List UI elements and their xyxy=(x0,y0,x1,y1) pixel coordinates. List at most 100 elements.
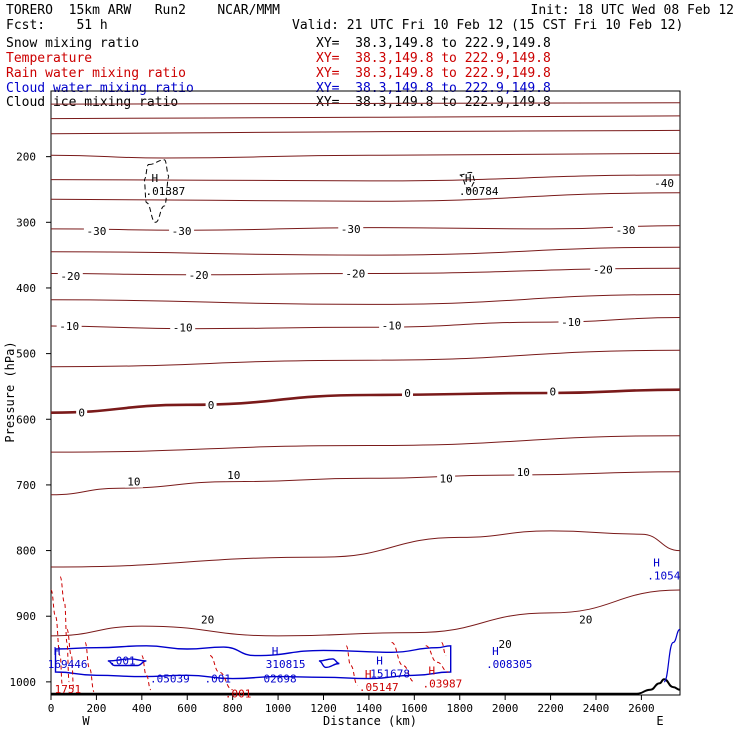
x-tick-label: 600 xyxy=(177,702,197,715)
temperature-label: 20 xyxy=(579,614,592,627)
temperature-label: 10 xyxy=(227,469,240,482)
field-xy-temperature: XY= 38.3,149.8 to 222.9,149.8 xyxy=(316,51,551,66)
field-xy-rain: XY= 38.3,149.8 to 222.9,149.8 xyxy=(316,66,551,81)
rain-water-contour xyxy=(209,655,233,691)
temperature-label-bg xyxy=(170,321,196,334)
rain-water-contour xyxy=(50,589,63,686)
header-forecast-hour: Fcst: 51 h xyxy=(6,18,108,33)
x-tick-label: 200 xyxy=(86,702,106,715)
header-model-title: TORERO 15km ARW Run2 NCAR/MMM xyxy=(6,3,280,18)
temperature-label-bg xyxy=(76,406,88,419)
rain-water-contour xyxy=(441,642,447,657)
x-tick-label: 400 xyxy=(132,702,152,715)
temperature-label: 10 xyxy=(439,472,452,485)
extremum-marker: H xyxy=(54,645,61,658)
y-tick-label: 900 xyxy=(16,610,36,623)
temperature-label: -30 xyxy=(86,225,106,238)
plot-frame xyxy=(50,90,681,696)
y-tick-label: 1000 xyxy=(10,676,37,689)
field-name-temperature: Temperature xyxy=(6,51,93,66)
temperature-label-bg xyxy=(56,320,82,333)
temperature-label: -10 xyxy=(59,320,79,333)
extremum-value: .1054 xyxy=(647,569,680,582)
extremum-marker: H xyxy=(465,172,472,185)
y-axis-label: Pressure (hPa) xyxy=(3,341,17,442)
temperature-label-bg xyxy=(83,224,109,237)
temperature-contour-m45 xyxy=(50,152,681,159)
field-xy-cloud-water: XY= 38.3,149.8 to 222.9,149.8 xyxy=(316,81,551,96)
temperature-contour-m5 xyxy=(50,349,681,368)
field-name-cloud-ice: Cloud ice mixing ratio xyxy=(6,95,179,110)
temperature-contour-m50 xyxy=(50,129,681,135)
temperature-contour-15 xyxy=(50,530,681,568)
y-tick-label: 300 xyxy=(16,216,36,229)
temperature-label-bg xyxy=(437,472,456,485)
temperature-contour-m10 xyxy=(50,317,681,330)
x-tick-label: 2400 xyxy=(583,702,610,715)
temperature-label: 0 xyxy=(550,386,557,399)
temperature-contour-m25 xyxy=(50,246,681,256)
extremum-value: .008305 xyxy=(486,658,532,671)
temperature-label: -20 xyxy=(189,269,209,282)
extremum-value: 1751 xyxy=(55,683,82,696)
temperature-label-bg xyxy=(186,268,212,281)
temperature-label: 0 xyxy=(208,399,215,412)
temperature-label-bg xyxy=(496,637,515,650)
x-tick-label: 800 xyxy=(223,702,243,715)
extremum-value: .001 xyxy=(225,687,252,700)
field-name-rain: Rain water mixing ratio xyxy=(6,66,187,81)
y-tick-label: 700 xyxy=(16,479,36,492)
temperature-contour-m20 xyxy=(50,267,681,276)
field-xy-snow: XY= 38.3,149.8 to 222.9,149.8 xyxy=(316,36,551,51)
temperature-label-bg xyxy=(576,613,595,626)
temperature-contour-10 xyxy=(50,471,681,496)
temperature-label-bg xyxy=(57,270,83,283)
extremum-value: .001 xyxy=(204,672,231,685)
field-name-cloud-water: Cloud water mixing ratio xyxy=(6,81,194,96)
temperature-label-bg xyxy=(342,267,368,280)
extremum-marker: H xyxy=(272,645,279,658)
temperature-contour-m15 xyxy=(50,294,681,305)
temperature-label: -40 xyxy=(654,177,674,190)
extremum-value: 02698 xyxy=(264,672,297,685)
temperature-label-bg xyxy=(590,263,616,276)
x-axis-label: Distance (km) xyxy=(323,714,417,728)
temperature-label-bg xyxy=(558,316,584,329)
terrain-surface-line xyxy=(51,678,681,695)
x-tick-label: 1800 xyxy=(446,702,473,715)
temperature-label: -20 xyxy=(345,268,365,281)
temperature-label: -30 xyxy=(172,225,192,238)
rain-water-contour xyxy=(66,628,75,689)
x-tick-label: 2600 xyxy=(628,702,655,715)
x-tick-label: 0 xyxy=(48,702,55,715)
temperature-label-bg xyxy=(379,319,405,332)
temperature-label-bg xyxy=(224,469,243,482)
temperature-label-bg xyxy=(547,385,559,398)
y-tick-label: 400 xyxy=(16,282,36,295)
temperature-label: -20 xyxy=(60,270,80,283)
extremum-value: 169446 xyxy=(48,658,88,671)
temperature-contour-m55 xyxy=(50,115,681,120)
temperature-contour-m40 xyxy=(50,174,681,182)
x-tick-label: 1000 xyxy=(265,702,292,715)
temperature-contour-m60 xyxy=(50,102,681,105)
x-tick-label: 2200 xyxy=(537,702,564,715)
temperature-contour-20 xyxy=(50,589,681,637)
extremum-value: 151678 xyxy=(370,668,410,681)
y-tick-label: 800 xyxy=(16,545,36,558)
temperature-label: 10 xyxy=(127,476,140,489)
temperature-label-bg xyxy=(338,222,364,235)
west-end-label: W xyxy=(82,714,90,728)
rain-water-contour xyxy=(84,642,95,693)
y-tick-label: 600 xyxy=(16,413,36,426)
temperature-label: 0 xyxy=(78,407,85,420)
rain-water-contour xyxy=(59,576,70,683)
extremum-value: .05147 xyxy=(359,681,399,694)
temperature-contour-0 xyxy=(50,388,681,414)
temperature-label: -30 xyxy=(616,224,636,237)
extremum-value: 310815 xyxy=(266,658,306,671)
rain-water-contour xyxy=(345,645,358,686)
temperature-label-bg xyxy=(169,224,195,237)
y-tick-label: 200 xyxy=(16,151,36,164)
